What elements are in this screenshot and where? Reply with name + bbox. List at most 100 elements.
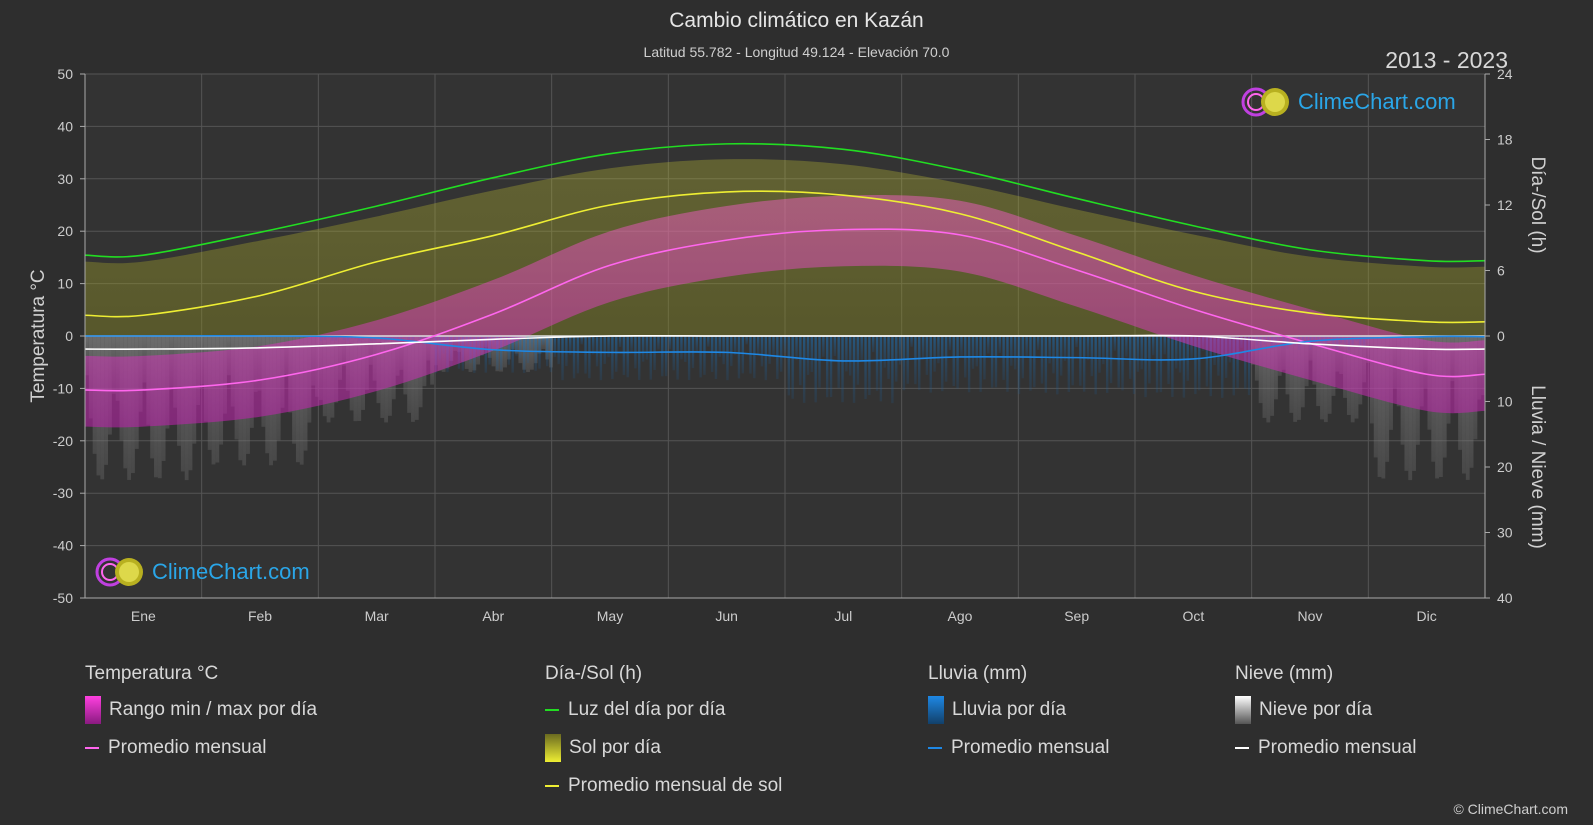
rain-bar	[852, 336, 856, 403]
rain-bar	[1036, 336, 1040, 350]
legend-item: Promedio mensual	[85, 735, 317, 761]
rain-bar	[1221, 336, 1224, 398]
rain-bar	[538, 336, 541, 369]
rain-bar	[1194, 336, 1197, 395]
x-tick-label: Jun	[715, 608, 738, 624]
rain-bar	[960, 336, 963, 357]
rain-bar	[810, 336, 814, 372]
rain-bar	[868, 336, 871, 396]
y-tick-label: -30	[53, 485, 73, 501]
year-range: 2013 - 2023	[1385, 47, 1508, 73]
rain-bar	[906, 336, 909, 384]
rain-bar	[764, 336, 768, 381]
y2-tick-label: 18	[1497, 132, 1513, 148]
x-tick-label: Oct	[1182, 608, 1204, 624]
rain-bar	[776, 336, 779, 380]
legend-daysun: Día-/Sol (h) Luz del día por día Sol por…	[545, 663, 782, 811]
rain-bar	[638, 336, 641, 380]
rain-bar	[948, 336, 952, 351]
rain-bar	[1175, 336, 1178, 369]
rain-bar	[1067, 336, 1071, 392]
rain-bar	[1063, 336, 1067, 361]
snow-bar	[491, 336, 496, 367]
rain-bar	[1125, 336, 1128, 357]
rain-bar	[499, 336, 503, 370]
legend-item: Promedio mensual de sol	[545, 773, 782, 799]
y-tick-label: 40	[57, 118, 73, 134]
sunshine-avg-swatch	[545, 785, 559, 787]
rain-bar	[496, 336, 499, 370]
rain-bar	[703, 336, 706, 375]
rain-bar	[845, 336, 848, 372]
y2-axis-title: Día-/Sol (h)	[1527, 156, 1548, 253]
rain-bar	[875, 336, 879, 391]
rain-bar	[672, 336, 675, 371]
rain-bar	[657, 336, 660, 350]
rain-bar	[1090, 336, 1094, 377]
legend-rain: Lluvia (mm) Lluvia por día Promedio mens…	[928, 663, 1109, 773]
y-axis-title: Temperatura °C	[28, 269, 49, 402]
rain-bar	[626, 336, 629, 378]
rain-bar	[695, 336, 698, 353]
rain-bar	[680, 336, 683, 360]
snow-bar	[503, 336, 507, 368]
rain-bar	[956, 336, 959, 389]
rain-bar	[484, 336, 488, 373]
legend-item: Sol por día	[545, 734, 782, 762]
rain-bar	[994, 336, 998, 388]
rain-bar	[542, 336, 545, 345]
rain-bar	[676, 336, 679, 380]
rain-avg-swatch	[928, 747, 942, 749]
rain-bar	[987, 336, 990, 354]
rain-bar	[618, 336, 622, 347]
logo-bottom[interactable]: ClimeChart.com	[94, 556, 310, 588]
rain-bar	[979, 336, 982, 392]
rain-bar	[1002, 336, 1005, 380]
rain-bar	[599, 336, 603, 381]
rain-bar	[1121, 336, 1124, 391]
rain-bar	[515, 336, 518, 356]
rain-bar	[933, 336, 936, 372]
rain-bar	[829, 336, 833, 397]
rain-bar	[557, 336, 560, 365]
rain-bar	[937, 336, 940, 364]
rain-bar	[1224, 336, 1228, 378]
rain-bar	[1086, 336, 1090, 361]
rain-bar	[1082, 336, 1086, 392]
rain-bar	[990, 336, 994, 388]
y2-tick-label: 24	[1497, 66, 1513, 82]
rain-bar	[622, 336, 626, 376]
logo-top[interactable]: ClimeChart.com	[1240, 86, 1456, 118]
rain-bar	[1236, 336, 1239, 389]
rain-bar	[799, 336, 802, 386]
copyright: © ClimeChart.com	[1453, 801, 1568, 817]
y-tick-label: 30	[57, 171, 73, 187]
legend-label: Luz del día por día	[568, 699, 726, 720]
rain-bar	[687, 336, 691, 381]
legend-label: Rango min / max por día	[109, 699, 318, 720]
rain-bar	[607, 336, 610, 358]
rain-bar	[1186, 336, 1189, 381]
rain-bar	[849, 336, 852, 376]
legend-item: Promedio mensual	[1235, 735, 1416, 761]
rain-bar	[1144, 336, 1147, 398]
x-tick-label: Nov	[1298, 608, 1323, 624]
x-tick-label: Abr	[482, 608, 504, 624]
y-tick-label: -50	[53, 590, 73, 606]
rain-bar	[883, 336, 886, 368]
legend-item: Promedio mensual	[928, 735, 1109, 761]
rain-bar	[887, 336, 890, 379]
rain-bar	[668, 336, 672, 350]
rain-bar	[1132, 336, 1136, 395]
rain-bar	[825, 336, 829, 398]
rain-bar	[588, 336, 591, 379]
chart-subtitle: Latitud 55.782 - Longitud 49.124 - Eleva…	[643, 44, 950, 60]
rain-bar	[895, 336, 898, 382]
rain-bar	[1059, 336, 1063, 376]
rain-bar	[565, 336, 568, 367]
rain-bar	[645, 336, 649, 360]
rain-bar	[699, 336, 702, 378]
x-tick-label: Sep	[1064, 608, 1089, 624]
rain-bar	[1178, 336, 1182, 373]
y2-tick-label: 12	[1497, 197, 1513, 213]
